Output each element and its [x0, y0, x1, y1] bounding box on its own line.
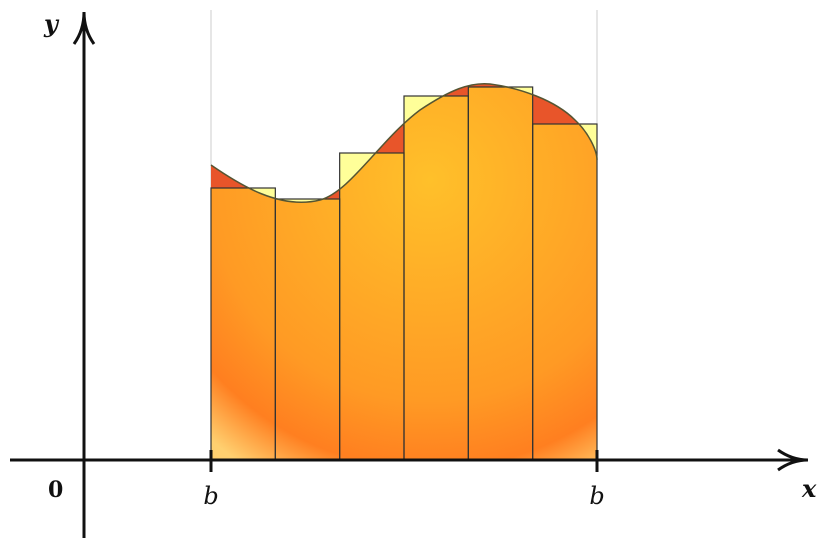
rectangle-fill-6 — [532, 124, 597, 460]
x-axis-label: x — [801, 474, 817, 503]
x-axis-arrowhead — [777, 448, 809, 472]
rectangle-fill-group — [211, 87, 597, 460]
rectangle-fill-5 — [468, 87, 533, 460]
function-curve — [210, 82, 598, 204]
left-bound-label: b — [203, 482, 218, 510]
right-bound-label: b — [589, 482, 604, 510]
y-axis-label: y — [43, 9, 60, 38]
rectangle-fill-2 — [275, 199, 340, 460]
rectangle-fill-3 — [339, 153, 404, 460]
origin-label: 0 — [48, 477, 63, 503]
y-axis-arrowhead — [72, 11, 96, 45]
rectangle-fill-4 — [404, 96, 469, 460]
rectangle-fill-1 — [211, 188, 276, 460]
